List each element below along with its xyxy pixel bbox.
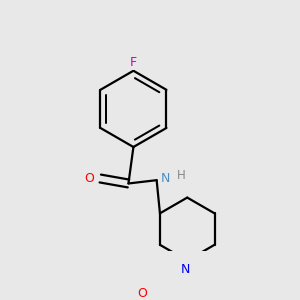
Text: F: F (130, 56, 137, 69)
Text: N: N (161, 172, 171, 185)
Text: O: O (137, 287, 147, 300)
Text: H: H (177, 169, 186, 182)
Text: N: N (181, 263, 190, 276)
Text: O: O (85, 172, 94, 185)
